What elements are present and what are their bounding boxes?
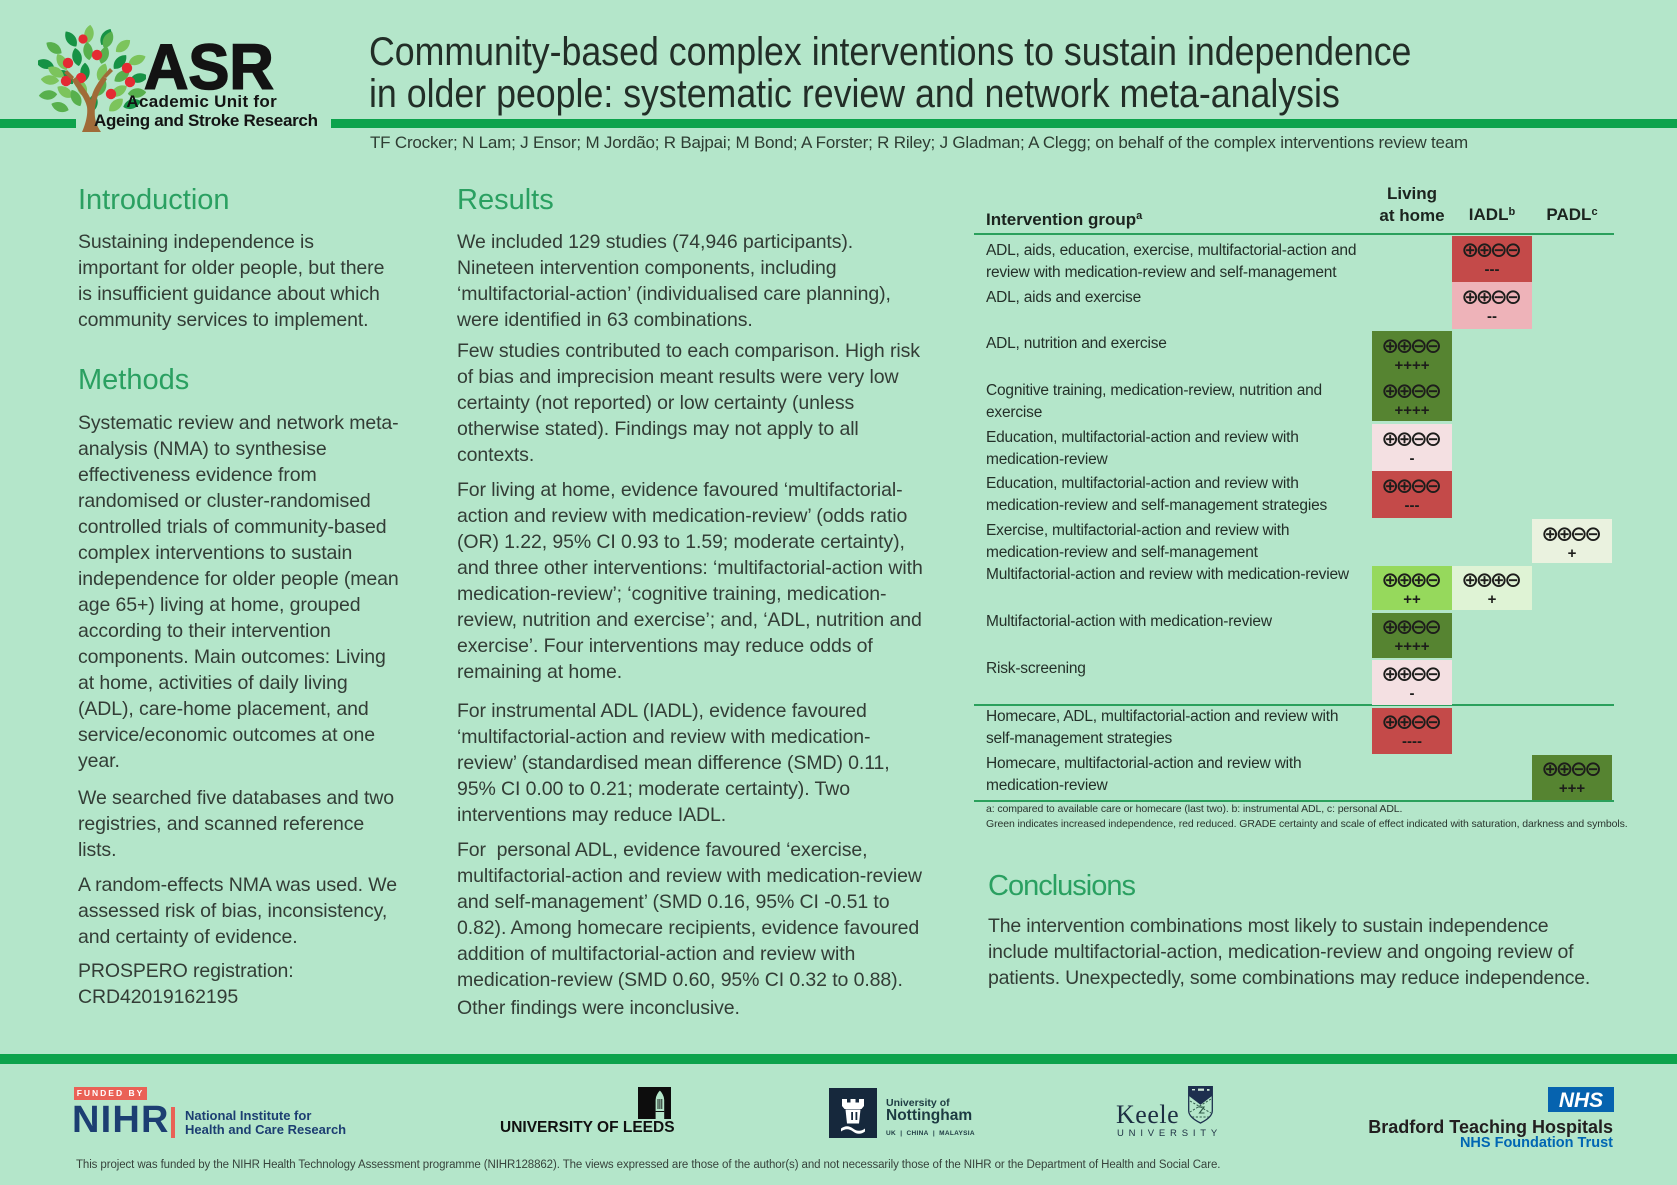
svg-text:NHS: NHS xyxy=(1559,1089,1603,1112)
